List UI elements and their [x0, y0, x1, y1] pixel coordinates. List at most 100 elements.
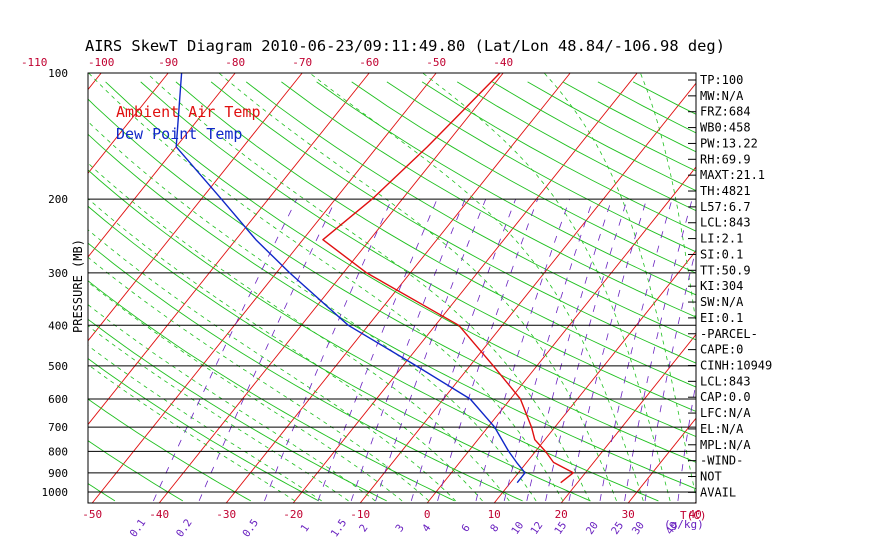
- moist-adiabat-line: [422, 73, 671, 501]
- dry-adiabat-line: [88, 440, 184, 502]
- x-unit-label: T(C): [680, 509, 707, 522]
- moist-adiabat-line: [218, 73, 617, 502]
- mixing-ratio-label: 6: [459, 522, 472, 534]
- isotherm-line: [560, 333, 696, 503]
- moist-adiabat-line: [88, 121, 537, 502]
- x-top-tick-label: -80: [225, 56, 245, 69]
- isotherm-line: [88, 73, 102, 91]
- index-item: TH:4821: [700, 184, 751, 198]
- index-item: CAPE:0: [700, 343, 743, 357]
- y-tick-label: 600: [48, 393, 68, 406]
- index-item: FRZ:684: [700, 105, 751, 119]
- mixing-ratio-line: [599, 198, 673, 501]
- mixing-ratio-label: 0.5: [240, 517, 261, 539]
- mixing-ratio-label: 12: [528, 520, 545, 537]
- moist-adiabat-line: [543, 73, 696, 499]
- x-bottom-tick-label: 0: [424, 508, 431, 521]
- dry-adiabat-line: [88, 483, 116, 502]
- dry-adiabat-line: [421, 81, 696, 232]
- x-bottom-tick-label: 30: [622, 508, 635, 521]
- moist-adiabat-line: [640, 73, 696, 326]
- y-tick-label: 900: [48, 467, 68, 480]
- index-item: RH:69.9: [700, 152, 751, 166]
- mixing-ratio-line: [317, 198, 438, 502]
- moist-adiabat-line: [88, 364, 296, 502]
- moist-adiabat-line: [88, 162, 510, 502]
- index-item: KI:304: [700, 279, 743, 293]
- mixing-ratio-label: 25: [609, 520, 626, 537]
- moist-adiabat-line: [88, 345, 322, 502]
- mixing-ratio-label: 0.1: [128, 517, 149, 539]
- mixing-ratio-label: 20: [584, 520, 601, 537]
- moist-adiabat-line: [88, 73, 564, 502]
- mixing-ratio-line: [503, 198, 594, 501]
- x-top-tick-label: -40: [493, 56, 513, 69]
- index-item: -PARCEL-: [700, 327, 758, 341]
- dry-adiabat-line: [0, 82, 47, 501]
- index-item: NOT: [700, 470, 722, 484]
- mixing-ratio-label: 3: [393, 522, 406, 534]
- index-item: MPL:N/A: [700, 438, 751, 452]
- isotherm-line: [292, 73, 638, 503]
- x-top-tick-label: -70: [292, 56, 312, 69]
- isotherm-line: [359, 82, 696, 503]
- isotherm-line: [762, 73, 870, 503]
- chart-title: AIRS SkewT Diagram 2010-06-23/09:11:49.8…: [85, 37, 725, 55]
- isotherm-line: [88, 73, 303, 342]
- mixing-ratio-unit: (g/kg): [664, 518, 704, 531]
- index-item: WB0:458: [700, 121, 751, 135]
- index-item: LCL:843: [700, 374, 751, 388]
- dry-adiabat-line: [175, 81, 696, 388]
- mixing-ratio-label: 15: [552, 520, 569, 537]
- isotherm-line: [88, 73, 236, 258]
- dry-adiabat-line: [88, 280, 455, 502]
- mixing-ratio-line: [644, 247, 696, 501]
- moist-adiabat-line: [88, 229, 456, 502]
- index-item: -WIND-: [700, 454, 743, 468]
- index-item: MW:N/A: [700, 89, 744, 103]
- index-item: L57:6.7: [700, 200, 751, 214]
- mixing-ratio-line: [153, 198, 298, 502]
- dry-adiabat-line: [527, 81, 696, 172]
- index-item: EL:N/A: [700, 422, 744, 436]
- mixing-ratio-line: [545, 198, 628, 501]
- y-tick-label: 500: [48, 360, 68, 373]
- y-tick-label: 800: [48, 445, 68, 458]
- x-bottom-tick-label: -30: [216, 508, 236, 521]
- x-top-tick-label: -50: [426, 56, 446, 69]
- y-tick-label: 300: [48, 267, 68, 280]
- mixing-ratio-label: 1.5: [329, 517, 350, 539]
- x-bottom-tick-label: 10: [488, 508, 501, 521]
- dry-adiabat-line: [88, 358, 319, 502]
- y-tick-label: 400: [48, 319, 68, 332]
- index-item: CINH:10949: [700, 358, 772, 372]
- y-tick-label: 200: [48, 193, 68, 206]
- dew-point-temp-line: [175, 73, 526, 484]
- ambient-air-temp-line: [322, 73, 574, 484]
- legend-dew-point-temp: Dew Point Temp: [116, 125, 242, 143]
- mixing-ratio-line: [475, 198, 570, 501]
- index-item: LI:2.1: [700, 232, 743, 246]
- index-item: AVAIL: [700, 485, 736, 499]
- index-item: SW:N/A: [700, 295, 744, 309]
- dry-adiabat-line: [351, 81, 696, 274]
- dry-adiabat-line: [88, 398, 252, 502]
- isotherm-line: [493, 250, 696, 503]
- x-bottom-tick-label: -20: [283, 508, 303, 521]
- x-top-tick-label: -90: [158, 56, 178, 69]
- dry-adiabat-line: [88, 98, 696, 463]
- dry-adiabat-line: [210, 81, 696, 364]
- y-axis-label: PRESSURE (MB): [71, 239, 85, 333]
- dry-adiabat-line: [88, 169, 659, 502]
- x-top-tick-label: -110: [21, 56, 48, 69]
- dry-adiabat-line: [88, 242, 523, 502]
- mixing-ratio-line: [437, 198, 538, 502]
- index-item: TP:100: [700, 73, 743, 87]
- x-bottom-tick-label: 40: [689, 508, 702, 521]
- isotherm-line: [426, 166, 696, 503]
- index-item: MAXT:21.1: [700, 168, 765, 182]
- dry-adiabat-line: [88, 133, 696, 490]
- mixing-ratio-label: 2: [357, 522, 370, 534]
- x-bottom-tick-label: -50: [82, 508, 102, 521]
